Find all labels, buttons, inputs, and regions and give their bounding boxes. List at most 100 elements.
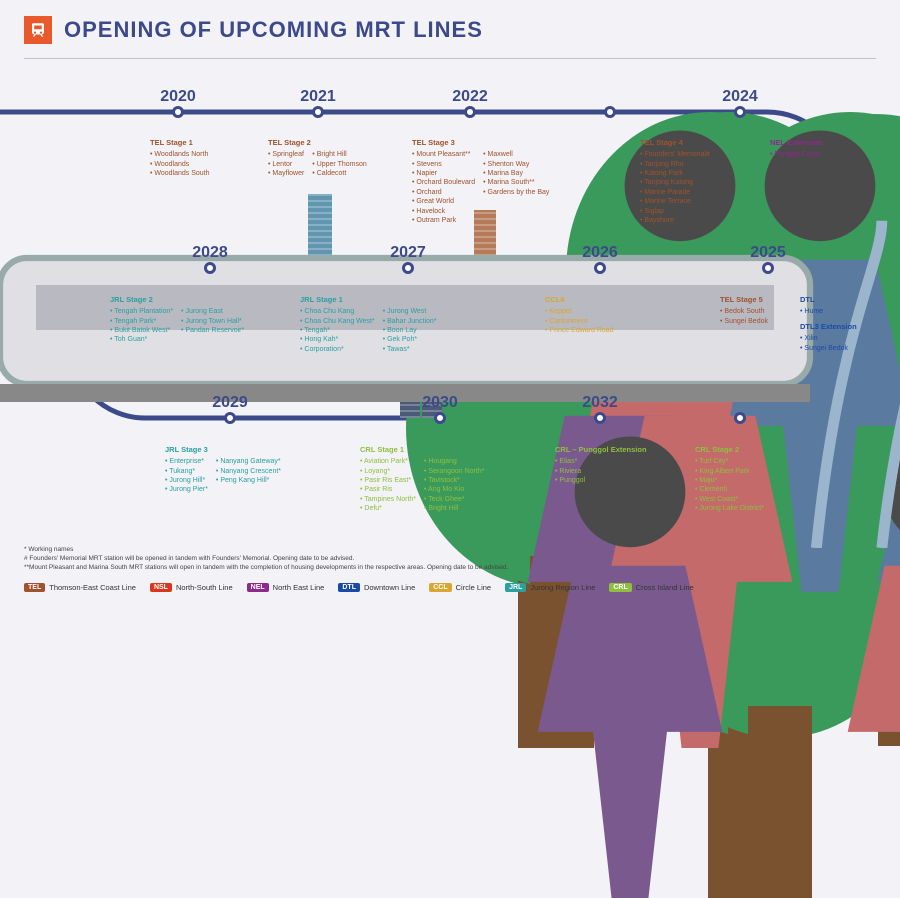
legend-name: Cross Island Line bbox=[636, 583, 694, 592]
station: • Havelock bbox=[412, 207, 475, 216]
station: • Choa Chu Kang bbox=[300, 307, 375, 316]
station: • Jurong West bbox=[383, 307, 437, 316]
stage-title: CCL6 bbox=[545, 295, 614, 305]
station: • Tengah Park* bbox=[110, 317, 173, 326]
station: • Gek Poh* bbox=[383, 335, 437, 344]
station: • Maxwell bbox=[483, 150, 549, 159]
year-label: 2022 bbox=[452, 88, 488, 106]
station: • Aviation Park* bbox=[360, 457, 416, 466]
station: • Loyang* bbox=[360, 467, 416, 476]
station: • Jurong Town Hall* bbox=[181, 317, 244, 326]
stage-block: NEL Extension• Punggol Coast bbox=[770, 138, 823, 160]
legend-badge: DTL bbox=[338, 583, 360, 592]
station: • Elias* bbox=[555, 457, 647, 466]
page-title: OPENING OF UPCOMING MRT LINES bbox=[64, 17, 483, 43]
station: • Marina Bay bbox=[483, 169, 549, 178]
stage-block: CRL – Punggol Extension• Elias*• Riviera… bbox=[555, 445, 647, 485]
year-label: 2028 bbox=[192, 244, 228, 262]
station: • Outram Park bbox=[412, 216, 475, 225]
station: • Caldecott bbox=[312, 169, 366, 178]
year-label: 2020 bbox=[160, 88, 196, 106]
legend-item: NSLNorth-South Line bbox=[150, 583, 233, 592]
station: • Lentor bbox=[268, 160, 304, 169]
header: OPENING OF UPCOMING MRT LINES bbox=[0, 0, 900, 52]
stage-block: CCL6• Keppel• Cantonment• Prince Edward … bbox=[545, 295, 614, 335]
station: • Tukang* bbox=[165, 467, 208, 476]
legend-item: JRLJurong Region Line bbox=[505, 583, 595, 592]
station: • Boon Lay bbox=[383, 326, 437, 335]
station: • Bright Hill bbox=[424, 504, 484, 513]
stage-title: DTL bbox=[800, 295, 823, 305]
timeline-node bbox=[224, 412, 236, 424]
station: • Tavistock* bbox=[424, 476, 484, 485]
station: • Punggol bbox=[555, 476, 647, 485]
stage-title: CRL – Punggol Extension bbox=[555, 445, 647, 455]
stage-block: TEL Stage 5• Bedok South• Sungei Bedok bbox=[720, 295, 768, 326]
legend-badge: CCL bbox=[429, 583, 451, 592]
station: • Corporation* bbox=[300, 345, 375, 354]
year-label: 2030 bbox=[422, 394, 458, 412]
station: • Marine Terrace bbox=[640, 197, 710, 206]
station: • Ang Mo Kio bbox=[424, 485, 484, 494]
year-label: 2029 bbox=[212, 394, 248, 412]
legend-name: Circle Line bbox=[456, 583, 491, 592]
station: • Stevens bbox=[412, 160, 475, 169]
stage-title: TEL Stage 3 bbox=[412, 138, 532, 148]
station: • Jurong Pier* bbox=[165, 485, 208, 494]
timeline-node bbox=[464, 106, 476, 118]
station: • Sungei Bedok bbox=[800, 344, 857, 353]
station: • Hume bbox=[800, 307, 823, 316]
station: • Nanyang Gateway* bbox=[216, 457, 281, 466]
year-label: 2027 bbox=[390, 244, 426, 262]
station: • Mount Pleasant** bbox=[412, 150, 475, 159]
station: • Great World bbox=[412, 197, 475, 206]
stage-title: TEL Stage 2 bbox=[268, 138, 367, 148]
stage-title: CRL Stage 1 bbox=[360, 445, 480, 455]
station: • Orchard Boulevard bbox=[412, 178, 475, 187]
year-label: 2026 bbox=[582, 244, 618, 262]
stage-block: TEL Stage 3 • Mount Pleasant**• Stevens • … bbox=[412, 138, 532, 226]
stage-block: JRL Stage 3• Enterprise*• Tukang*• Juron… bbox=[165, 445, 281, 495]
station: • Peng Kang Hill* bbox=[216, 476, 281, 485]
station: • Choa Chu Kang West* bbox=[300, 317, 375, 326]
station: • Clementi bbox=[695, 485, 764, 494]
mrt-logo-icon bbox=[24, 16, 52, 44]
station: • Bedok South bbox=[720, 307, 768, 316]
station: • Serangoon North* bbox=[424, 467, 484, 476]
station: • Maju* bbox=[695, 476, 764, 485]
stage-block: DTL3 Extension• Xilin• Sungei Bedok bbox=[800, 322, 857, 353]
line-legend: TEL Thomson-East Coast Line NSLNorth-South… bbox=[24, 583, 694, 592]
station: • Katong Park bbox=[640, 169, 710, 178]
legend-item: DTLDowntown Line bbox=[338, 583, 415, 592]
station: • Marina South** bbox=[483, 178, 549, 187]
legend-badge: NSL bbox=[150, 583, 172, 592]
stage-block: TEL Stage 4• Founders' Memorial#• Tanjon… bbox=[640, 138, 710, 226]
stage-title: TEL Stage 1 bbox=[150, 138, 210, 148]
station: • Tanjong Rhu bbox=[640, 160, 710, 169]
stage-block: JRL Stage 1• Choa Chu Kang• Choa Chu Kan… bbox=[300, 295, 420, 354]
header-divider bbox=[24, 58, 876, 59]
stage-block: JRL Stage 2• Tengah Plantation*• Tengah … bbox=[110, 295, 230, 345]
year-label: 2025 bbox=[750, 244, 786, 262]
station: • Prince Edward Road bbox=[545, 326, 614, 335]
legend-badge: TEL bbox=[24, 583, 45, 592]
station: • Gardens by the Bay bbox=[483, 188, 549, 197]
station: • King Albert Park bbox=[695, 467, 764, 476]
station: • Tengah* bbox=[300, 326, 375, 335]
station: • Orchard bbox=[412, 188, 475, 197]
station: • Woodlands North bbox=[150, 150, 210, 159]
footnote-line: # Founders' Memorial MRT station will be… bbox=[24, 554, 508, 563]
station: • Toh Guan* bbox=[110, 335, 173, 344]
timeline-node bbox=[172, 106, 184, 118]
timeline-node bbox=[604, 106, 616, 118]
year-label: 2024 bbox=[722, 88, 758, 106]
legend-name: Thomson-East Coast Line bbox=[49, 583, 136, 592]
station: • Bukit Batok West* bbox=[110, 326, 173, 335]
stage-title: CRL Stage 2 bbox=[695, 445, 764, 455]
timeline-node bbox=[734, 412, 746, 424]
timeline-node bbox=[312, 106, 324, 118]
station: • Pasir Ris East* bbox=[360, 476, 416, 485]
station: • Marine Parade bbox=[640, 188, 710, 197]
station: • Nanyang Crescent* bbox=[216, 467, 281, 476]
station: • Shenton Way bbox=[483, 160, 549, 169]
